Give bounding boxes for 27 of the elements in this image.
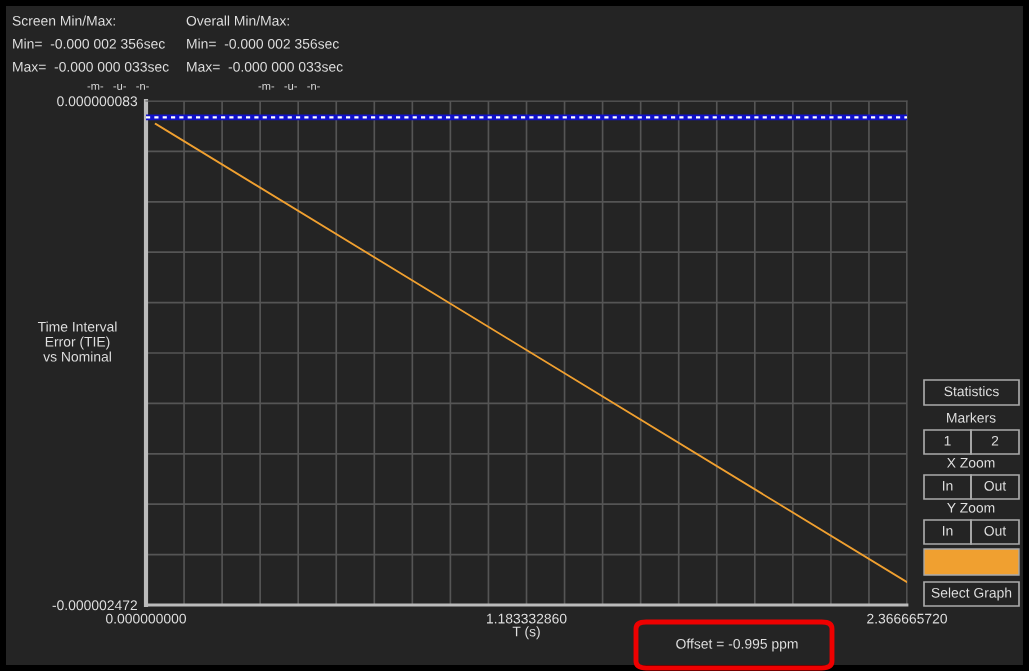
text: In: [942, 481, 953, 491]
text: Select Graph: [931, 587, 1012, 601]
text: Screen Min/Max:: [12, 15, 115, 26]
text: Statistics: [944, 386, 999, 397]
x-tick-label: 1.183332860: [487, 613, 567, 624]
text: 1: [944, 436, 951, 446]
text: -m- -u- -n-: [87, 83, 149, 90]
y-axis-title: Time Interval Error (TIE) vs Nominal: [37, 321, 117, 362]
text: Max= -0.000 000 033sec: [13, 61, 169, 72]
text: In: [942, 526, 953, 536]
text: 2: [991, 435, 999, 446]
x-axis-title: T (s): [512, 626, 540, 640]
text: Min= -0.000 002 356sec: [13, 38, 165, 49]
text: Offset = -0.995 ppm: [676, 638, 798, 652]
text: Max= -0.000 000 033sec: [187, 61, 343, 72]
text: Overall Min/Max:: [186, 15, 289, 26]
text: -m- -u- -n-: [258, 83, 320, 90]
x-tick-label: 2.366665720: [867, 613, 948, 624]
text: Min= -0.000 002 356sec: [187, 38, 339, 49]
text: Out: [984, 525, 1007, 536]
y-tick-label: -0.000002472: [52, 600, 137, 611]
text: X Zoom: [947, 458, 995, 468]
x-tick-label: 0.000000000: [106, 613, 187, 624]
text: Y Zoom: [947, 503, 995, 513]
text: Out: [984, 480, 1007, 491]
y-tick-label: 0.000000083: [57, 96, 138, 107]
text: Markers: [947, 412, 996, 423]
